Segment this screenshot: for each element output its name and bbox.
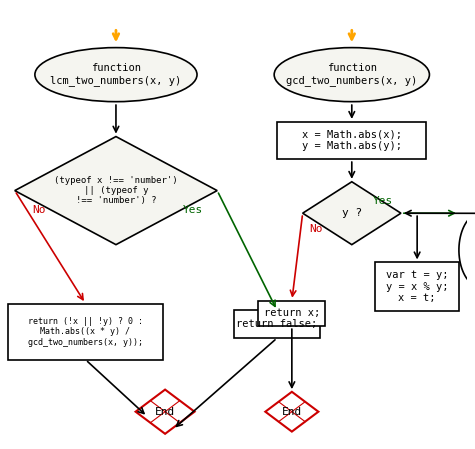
Text: var t = y;
y = x % y;
x = t;: var t = y; y = x % y; x = t; xyxy=(386,270,448,304)
Ellipse shape xyxy=(274,48,429,101)
Polygon shape xyxy=(15,136,217,245)
Ellipse shape xyxy=(35,48,197,101)
Text: function
gcd_two_numbers(x, y): function gcd_two_numbers(x, y) xyxy=(286,63,418,86)
FancyBboxPatch shape xyxy=(8,304,163,360)
Text: (typeof x !== 'number')
|| (typeof y
!== 'number') ?: (typeof x !== 'number') || (typeof y !==… xyxy=(54,176,178,206)
FancyBboxPatch shape xyxy=(277,122,427,159)
Text: return false;: return false; xyxy=(237,319,318,329)
FancyBboxPatch shape xyxy=(234,311,320,338)
Text: y ?: y ? xyxy=(342,208,362,218)
Text: Yes: Yes xyxy=(373,196,393,207)
Polygon shape xyxy=(266,392,318,431)
Text: End: End xyxy=(282,407,302,417)
Polygon shape xyxy=(303,182,401,245)
Text: x = Math.abs(x);
y = Math.abs(y);: x = Math.abs(x); y = Math.abs(y); xyxy=(302,130,402,151)
Text: End: End xyxy=(155,407,175,417)
Text: return (!x || !y) ? 0 :
Math.abs((x * y) /
gcd_two_numbers(x, y));: return (!x || !y) ? 0 : Math.abs((x * y)… xyxy=(28,317,143,347)
Text: No: No xyxy=(310,224,323,234)
FancyBboxPatch shape xyxy=(375,262,459,312)
Polygon shape xyxy=(135,390,195,434)
Text: Yes: Yes xyxy=(182,205,203,215)
FancyBboxPatch shape xyxy=(258,301,325,326)
Text: No: No xyxy=(33,205,46,215)
Text: return x;: return x; xyxy=(264,308,320,318)
Text: function
lcm_two_numbers(x, y): function lcm_two_numbers(x, y) xyxy=(50,63,181,86)
